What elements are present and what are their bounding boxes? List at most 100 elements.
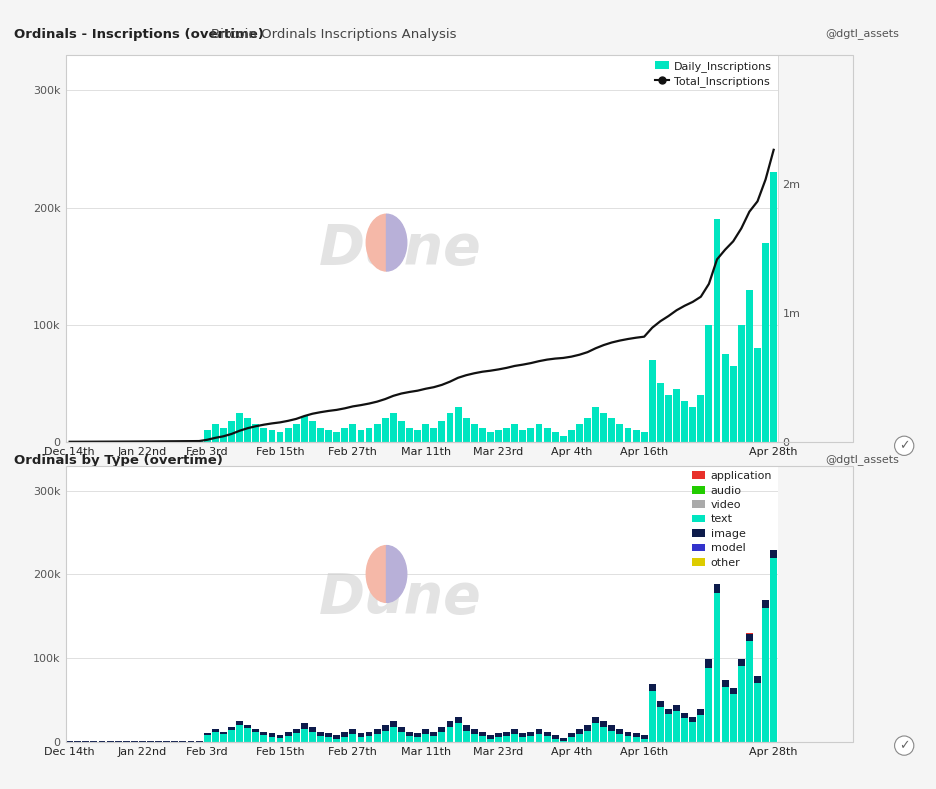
Bar (398, 732, 404, 742)
Bar (503, 731, 509, 736)
Bar (203, 430, 211, 442)
Text: Dune: Dune (318, 222, 481, 275)
Bar (300, 729, 307, 742)
Bar (462, 731, 469, 742)
Bar (244, 418, 251, 442)
Bar (276, 735, 284, 739)
Bar (349, 734, 356, 742)
Bar (220, 428, 227, 442)
Bar (269, 734, 275, 737)
Text: Dune: Dune (318, 571, 481, 625)
Bar (511, 734, 518, 742)
Bar (300, 416, 307, 442)
Bar (454, 716, 461, 724)
Bar (430, 731, 437, 736)
Bar (640, 432, 647, 442)
Bar (470, 734, 477, 742)
Bar (648, 360, 655, 442)
Bar (616, 729, 622, 734)
Bar (689, 717, 695, 723)
Text: Ordinals by Type (overtime): Ordinals by Type (overtime) (14, 454, 223, 466)
Bar (696, 715, 704, 742)
Bar (583, 418, 591, 442)
Wedge shape (366, 214, 386, 271)
Text: ✓: ✓ (898, 439, 909, 452)
Bar (551, 735, 558, 739)
Bar (269, 737, 275, 742)
Bar (753, 348, 760, 442)
Bar (309, 731, 315, 742)
Bar (381, 731, 388, 742)
Bar (309, 727, 315, 731)
Bar (285, 731, 291, 736)
Bar (696, 709, 704, 715)
Bar (535, 734, 542, 742)
Bar (454, 724, 461, 742)
Bar (325, 734, 331, 738)
Bar (737, 667, 744, 742)
Bar (446, 721, 453, 727)
Bar (276, 432, 284, 442)
Bar (341, 731, 348, 737)
Legend: Daily_Inscriptions, Total_Inscriptions: Daily_Inscriptions, Total_Inscriptions (654, 61, 771, 87)
Bar (672, 705, 680, 711)
Bar (381, 725, 388, 731)
Bar (236, 725, 242, 742)
Bar (358, 430, 364, 442)
Bar (769, 550, 776, 558)
Bar (244, 728, 251, 742)
Bar (487, 735, 493, 739)
Bar (389, 413, 396, 442)
Bar (761, 243, 768, 442)
Bar (478, 428, 485, 442)
Bar (519, 430, 526, 442)
Bar (737, 659, 744, 667)
Bar (665, 395, 671, 442)
Bar (414, 738, 420, 742)
Bar (769, 172, 776, 442)
Bar (365, 736, 373, 742)
Bar (665, 714, 671, 742)
Bar (252, 729, 259, 732)
Bar (511, 424, 518, 442)
Bar (543, 731, 550, 736)
Bar (414, 430, 420, 442)
Bar (632, 738, 639, 742)
Bar (405, 736, 413, 742)
Bar (624, 731, 631, 736)
Bar (398, 421, 404, 442)
Bar (203, 735, 211, 742)
Bar (600, 727, 607, 742)
Bar (325, 430, 331, 442)
Bar (252, 424, 259, 442)
Bar (761, 600, 768, 608)
Bar (503, 428, 509, 442)
Bar (607, 418, 615, 442)
Bar (729, 688, 736, 694)
Bar (487, 432, 493, 442)
Text: Ordinals - Inscriptions (overtime): Ordinals - Inscriptions (overtime) (14, 28, 264, 40)
Bar (551, 739, 558, 742)
Bar (227, 730, 235, 742)
Bar (422, 729, 429, 734)
Bar (713, 593, 720, 742)
Bar (616, 424, 622, 442)
Bar (559, 436, 566, 442)
Bar (349, 424, 356, 442)
Bar (535, 729, 542, 734)
Bar (592, 724, 598, 742)
Bar (422, 734, 429, 742)
Bar (358, 734, 364, 738)
Text: @dgtl_assets: @dgtl_assets (825, 28, 899, 39)
Bar (543, 736, 550, 742)
Bar (220, 731, 227, 734)
Bar (470, 729, 477, 734)
Bar (624, 736, 631, 742)
Bar (381, 418, 388, 442)
Bar (244, 725, 251, 728)
Bar (519, 734, 526, 738)
Bar (592, 406, 598, 442)
Bar (632, 430, 639, 442)
Bar (769, 558, 776, 742)
Bar (227, 421, 235, 442)
